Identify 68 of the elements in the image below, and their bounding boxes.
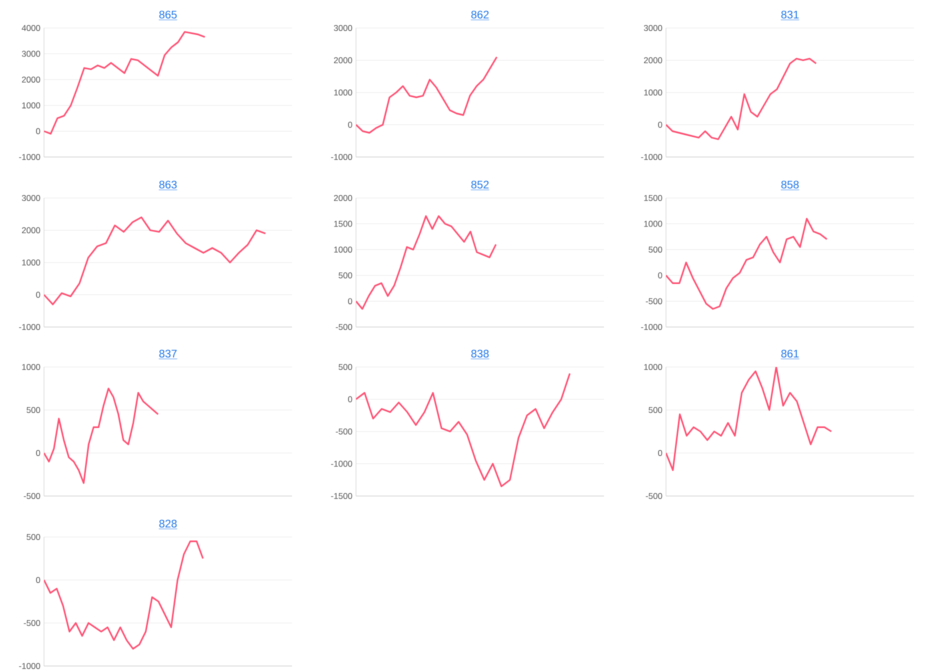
y-tick-label: 0 [36,576,40,584]
y-tick-label: 500 [338,364,352,370]
y-tick-label: 3000 [644,24,662,32]
y-tick-label: -1000 [19,662,40,670]
y-tick-label: 0 [348,298,352,304]
y-tick-label: 1000 [22,102,40,108]
line-series [356,56,498,134]
line-series [44,216,266,306]
y-tick-label: 1000 [22,364,40,370]
y-tick-label: 1500 [644,194,662,202]
y-tick-label: -500 [24,492,40,500]
chart-title: 831 [781,10,799,19]
line-series [356,215,497,310]
y-tick-label: 3000 [22,194,40,202]
y-tick-label: -500 [24,620,40,626]
y-tick-label: 1000 [644,364,662,370]
y-tick-label: -1000 [331,154,352,160]
y-tick-label: 500 [26,534,40,540]
y-tick-label: -500 [646,298,662,304]
y-tick-label: 500 [26,406,40,414]
y-tick-label: -500 [336,428,352,435]
y-tick-label: -500 [646,492,662,500]
y-tick-label: 2000 [22,76,40,83]
y-tick-label: 4000 [22,24,40,32]
y-tick-label: 1000 [334,89,352,96]
line-series [666,218,828,310]
y-tick-label: -1000 [331,460,352,467]
y-tick-label: 0 [36,450,40,456]
y-tick-label: -1500 [331,492,352,500]
y-tick-label: -1000 [19,154,40,160]
line-series [44,388,159,484]
y-tick-label: -500 [336,324,352,330]
y-tick-label: 0 [36,292,40,298]
y-tick-label: 2000 [644,57,662,64]
y-tick-label: 0 [348,396,352,402]
y-tick-label: -1000 [641,154,662,160]
line-series [44,540,204,650]
y-tick-label: 1000 [22,259,40,266]
line-series [666,367,832,471]
chart-title: 861 [781,350,799,358]
y-tick-label: -1000 [641,324,662,330]
y-tick-label: 2000 [334,57,352,64]
y-tick-label: 500 [648,246,662,253]
line-series [356,372,571,488]
chart-title: 837 [159,350,177,358]
y-tick-label: -1000 [19,324,40,330]
chart-title: 828 [159,520,177,528]
y-tick-label: 0 [348,122,352,128]
y-tick-label: 3000 [22,50,40,57]
y-tick-label: 2000 [334,194,352,202]
y-tick-label: 500 [338,272,352,278]
y-tick-label: 0 [658,122,662,128]
chart-title: 862 [471,10,489,19]
chart-title: 852 [471,180,489,189]
y-tick-label: 1000 [644,89,662,96]
chart-title: 838 [471,350,489,358]
y-tick-label: 500 [648,406,662,414]
y-tick-label: 1000 [644,220,662,227]
y-tick-label: 3000 [334,24,352,32]
y-tick-label: 2000 [22,227,40,234]
y-tick-label: 1500 [334,220,352,227]
chart-title: 865 [159,10,177,19]
chart-title: 863 [159,180,177,189]
y-tick-label: 0 [658,272,662,278]
chart-title: 858 [781,180,799,189]
y-tick-label: 1000 [334,246,352,253]
y-tick-label: 0 [36,128,40,134]
y-tick-label: 0 [658,450,662,456]
